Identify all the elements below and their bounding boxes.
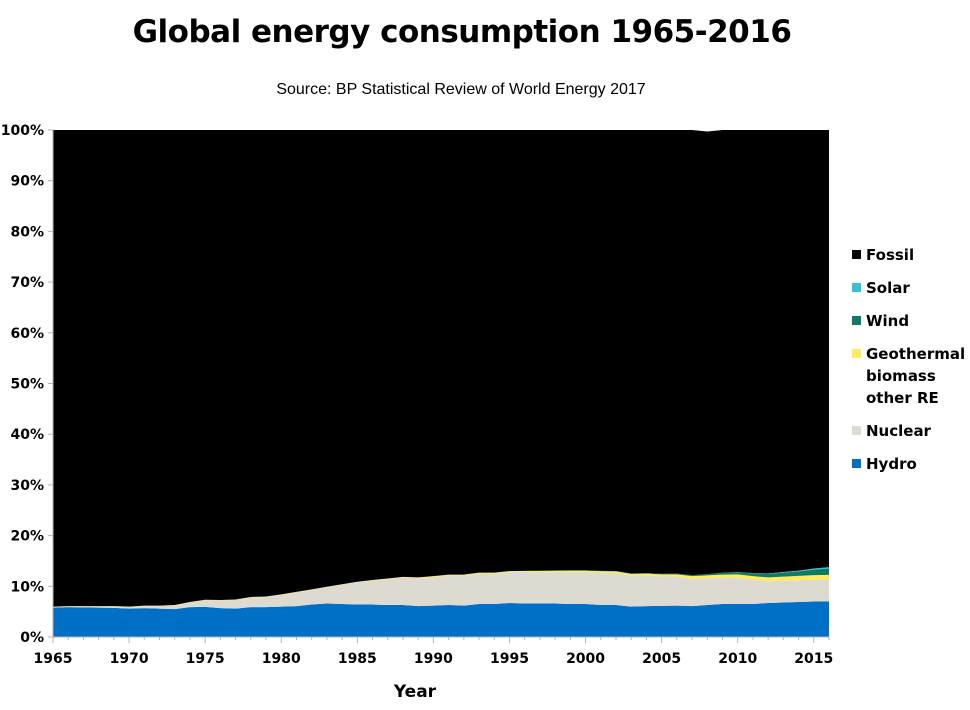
area-fossil: [53, 130, 829, 607]
y-tick-label: 70%: [10, 275, 44, 291]
legend-item-hydro: Hydro: [852, 453, 917, 475]
x-tick-label: 1980: [262, 651, 301, 667]
y-tick-label: 20%: [10, 529, 44, 545]
legend-item-nuclear: Nuclear: [852, 420, 931, 442]
y-tick-label: 30%: [10, 478, 44, 494]
x-tick-label: 1970: [110, 651, 149, 667]
area-series-group: [53, 130, 829, 637]
legend-item-wind: Wind: [852, 310, 909, 332]
y-tick-label: 40%: [10, 427, 44, 443]
x-tick-label: 2000: [566, 651, 605, 667]
y-tick-label: 50%: [10, 377, 44, 393]
x-axis-label: Year: [393, 682, 437, 702]
x-tick-label: 2005: [642, 651, 681, 667]
legend-swatch-hydro: [852, 459, 861, 468]
x-tick-label: 2015: [794, 651, 833, 667]
y-tick-label: 90%: [10, 174, 44, 190]
axes-group: 0% 10% 20% 30% 40% 50% 60% 70% 80% 90% 100% 1965 197…: [1, 123, 834, 667]
x-tick-label: 2010: [718, 651, 757, 667]
y-tick-label: 80%: [10, 224, 44, 240]
x-tick-label: 1985: [338, 651, 377, 667]
legend-label-hydro: Hydro: [866, 455, 917, 473]
area-geothermal: [53, 570, 829, 608]
legend-swatch-fossil: [852, 250, 861, 259]
legend-label-wind: Wind: [866, 312, 910, 330]
y-tick-label: 100%: [1, 123, 44, 139]
area-nuclear: [53, 572, 829, 610]
y-tick-label: 0%: [20, 630, 44, 646]
x-tick-label: 1965: [34, 651, 73, 667]
x-tick-label: 1995: [490, 651, 529, 667]
legend-label-nuclear: Nuclear: [866, 422, 931, 440]
legend-item-solar: Solar: [852, 277, 910, 299]
legend-item-fossil: Fossil: [852, 244, 914, 266]
legend-label-geothermal: Geothermal biomass other RE: [866, 345, 966, 407]
legend-swatch-solar: [852, 283, 861, 292]
y-tick-label: 10%: [10, 579, 44, 595]
legend-swatch-wind: [852, 316, 861, 325]
x-tick-label: 1975: [186, 651, 225, 667]
y-tick-label: 60%: [10, 326, 44, 342]
chart-title: Global energy consumption 1965-2016: [132, 14, 792, 50]
legend-label-fossil: Fossil: [866, 246, 915, 264]
legend-item-geothermal: Geothermal biomass other RE: [852, 343, 965, 409]
legend-swatch-geothermal: [852, 349, 861, 358]
chart-subtitle: Source: BP Statistical Review of World E…: [276, 81, 646, 98]
area-hydro: [53, 601, 829, 637]
legend-swatch-nuclear: [852, 426, 861, 435]
legend-label-solar: Solar: [866, 279, 910, 297]
x-tick-label: 1990: [414, 651, 453, 667]
